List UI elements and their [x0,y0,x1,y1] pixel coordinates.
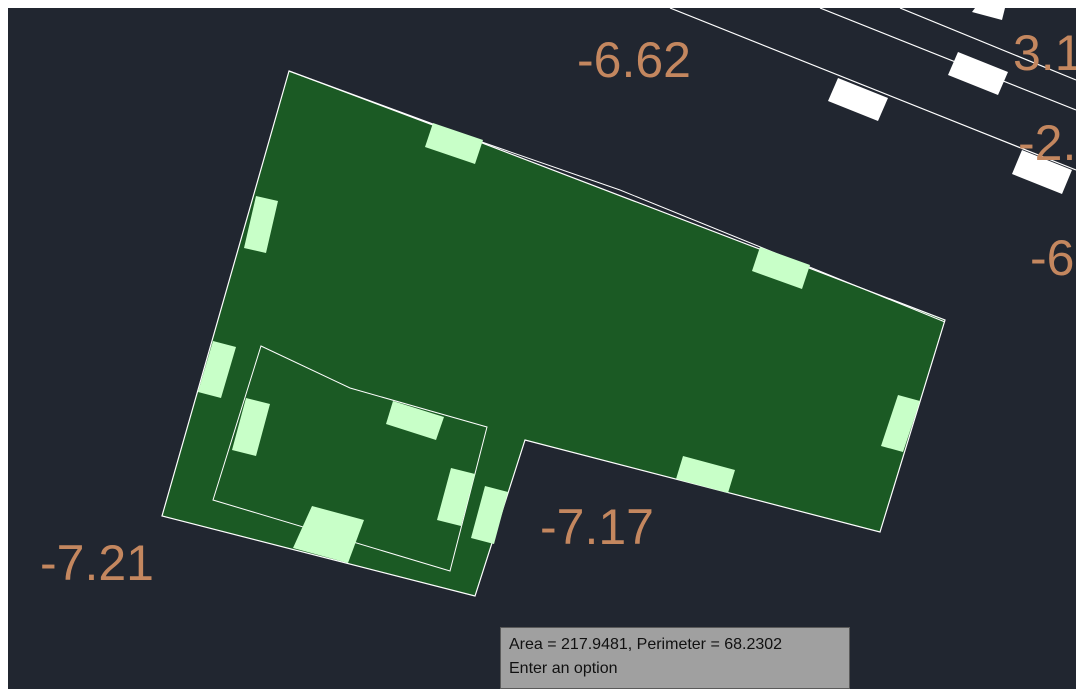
neighbor-line [819,8,1076,111]
window-hatch [676,456,735,493]
inner-room-outline [212,345,488,572]
area-perimeter-readout: Area = 217.9481, Perimeter = 68.2302 [509,636,783,653]
neighbor-windows [828,8,1072,194]
window-hatch [244,196,278,253]
window-hatches [198,123,920,563]
cad-drawing-viewport[interactable]: -6.62 -7.21 -7.17 3.1 -2. -6 [8,8,1076,689]
neighbor-window [948,52,1008,95]
neighbor-window [828,78,888,121]
window-hatch [425,123,483,164]
elevation-label-right-mid: -2. [1018,115,1076,171]
neighbor-window [972,8,1005,20]
neighbor-line [899,8,1076,81]
neighbor-building-lines [669,8,1076,171]
window-hatch [232,398,270,456]
elevation-label-top: -6.62 [577,32,691,88]
elevation-label-right-low: -6 [1030,230,1074,286]
drawing-canvas[interactable]: -6.62 -7.21 -7.17 3.1 -2. -6 [8,8,1076,689]
window-hatch [437,468,475,526]
window-hatch [471,486,508,544]
elevation-label-inner: -7.17 [540,499,654,555]
neighbor-window [1012,150,1072,194]
command-tooltip: Area = 217.9481, Perimeter = 68.2302 Ent… [500,627,850,689]
elevation-label-left: -7.21 [40,535,154,591]
window-hatch [386,401,444,440]
command-prompt-text: Enter an option [509,660,618,677]
window-hatch [881,395,920,452]
window-hatch [293,506,364,563]
elevation-label-right-top: 3.1 [1013,25,1076,81]
window-hatch [752,247,810,289]
neighbor-line [669,8,1076,171]
window-hatch [198,341,236,398]
